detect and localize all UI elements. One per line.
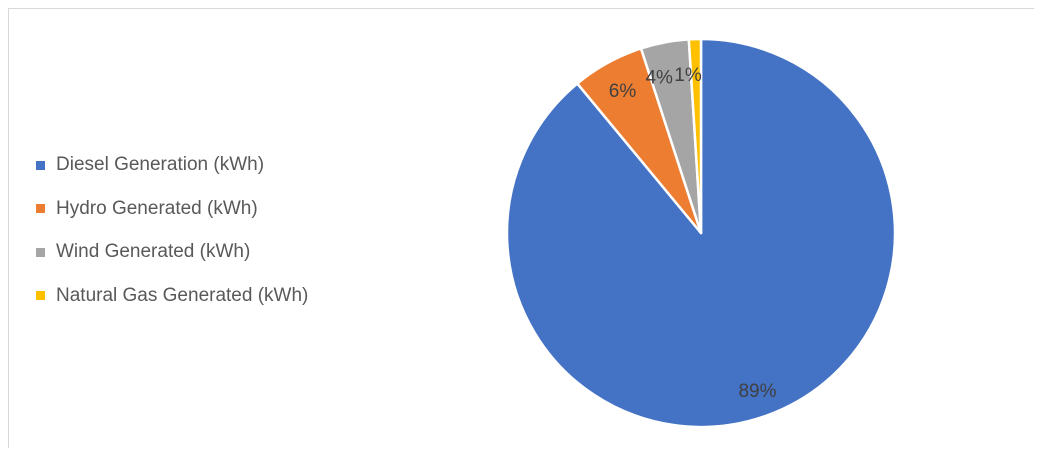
legend-label-diesel: Diesel Generation (kWh) — [56, 154, 265, 175]
pie-slice-natural-gas — [687, 37, 703, 235]
legend-swatch-natural-gas — [36, 291, 45, 300]
legend-swatch-hydro — [36, 204, 45, 213]
data-label-hydro: 6% — [609, 81, 637, 102]
legend: Diesel Generation (kWh) Hydro Generated … — [36, 154, 308, 328]
legend-item-hydro: Hydro Generated (kWh) — [36, 198, 308, 220]
legend-swatch-diesel — [36, 160, 45, 170]
data-label-diesel: 89% — [738, 381, 776, 402]
legend-label-hydro: Hydro Generated (kWh) — [56, 197, 258, 219]
legend-item-diesel: Diesel Generation (kWh) — [36, 154, 308, 176]
data-label-wind: 4% — [645, 68, 673, 89]
legend-item-natural-gas: Natural Gas Generated (kWh) — [36, 285, 308, 307]
chart-area — [8, 8, 1034, 448]
legend-item-wind: Wind Generated (kWh) — [36, 241, 308, 263]
data-label-natural-gas: 1% — [674, 65, 702, 86]
legend-label-natural-gas: Natural Gas Generated (kWh) — [56, 284, 309, 306]
legend-swatch-wind — [36, 247, 45, 257]
legend-label-wind: Wind Generated (kWh) — [56, 241, 251, 262]
